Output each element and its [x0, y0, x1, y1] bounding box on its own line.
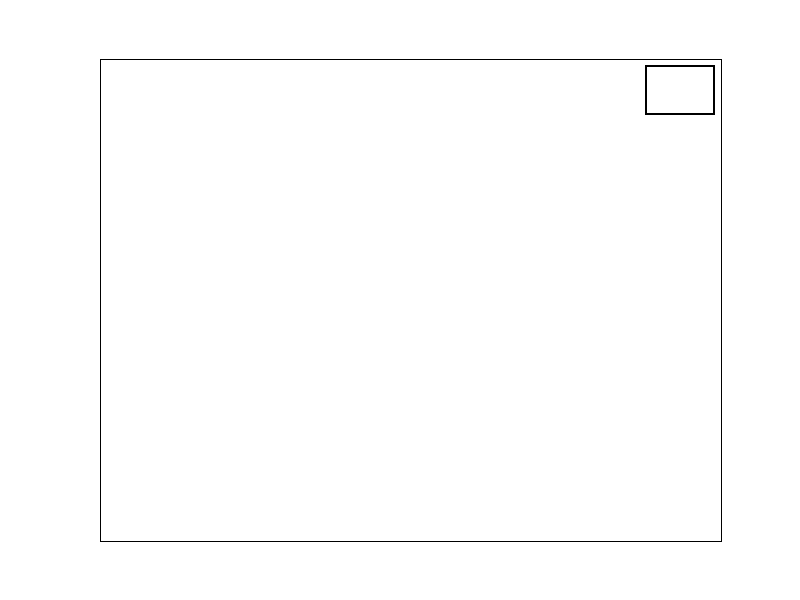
legend-item-tp	[655, 76, 705, 85]
legend-item-fp	[655, 95, 705, 104]
plot-area	[100, 59, 722, 542]
tp-legend-swatch	[655, 76, 681, 85]
legend	[645, 65, 715, 115]
fp-legend-swatch	[655, 95, 681, 104]
